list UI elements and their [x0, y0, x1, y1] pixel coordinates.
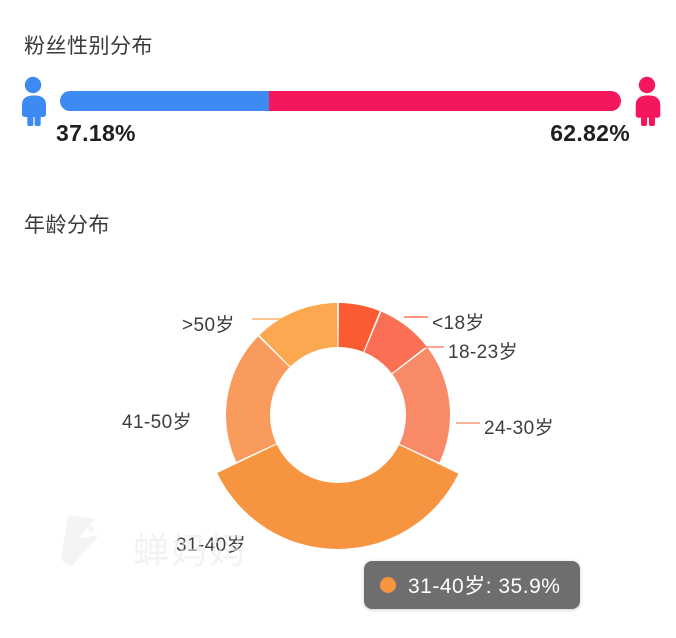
donut-slice[interactable]: [392, 347, 451, 463]
gender-distribution-title: 粉丝性别分布: [24, 35, 153, 58]
age-distribution-chart: <18岁 18-23岁 24-30岁 31-40岁 41-50岁 >50岁: [0, 255, 676, 638]
donut-slice[interactable]: [217, 444, 459, 549]
female-percentage-label: 62.82%: [550, 120, 630, 146]
donut-slice[interactable]: [259, 303, 338, 367]
male-bar-segment: [60, 91, 269, 111]
tooltip-text: 31-40岁: 35.9%: [408, 575, 561, 598]
age-donut-svg: [217, 303, 480, 549]
donut-slice[interactable]: [226, 336, 290, 462]
gender-distribution-chart: 37.18% 62.82%: [0, 72, 676, 182]
donut-leader-lines: [226, 316, 480, 540]
female-bar-segment: [268, 91, 621, 111]
male-person-icon: [22, 76, 46, 126]
slice-label-under-18: <18岁: [432, 313, 485, 334]
slice-label-24-30: 24-30岁: [484, 418, 554, 439]
chart-tooltip: 31-40岁: 35.9%: [364, 561, 581, 609]
gender-ratio-bar: [60, 91, 621, 111]
slice-label-31-40: 31-40岁: [176, 535, 246, 556]
donut-slice[interactable]: [338, 303, 380, 352]
female-person-icon: [635, 76, 661, 126]
tooltip-series-dot: [380, 577, 396, 593]
slice-label-18-23: 18-23岁: [448, 342, 518, 363]
slice-label-over-50: >50岁: [182, 315, 235, 336]
slice-label-41-50: 41-50岁: [122, 412, 192, 433]
male-percentage-label: 37.18%: [56, 120, 136, 146]
age-distribution-title: 年龄分布: [24, 214, 110, 237]
donut-slice-group: [217, 303, 459, 549]
donut-slice[interactable]: [364, 311, 427, 374]
